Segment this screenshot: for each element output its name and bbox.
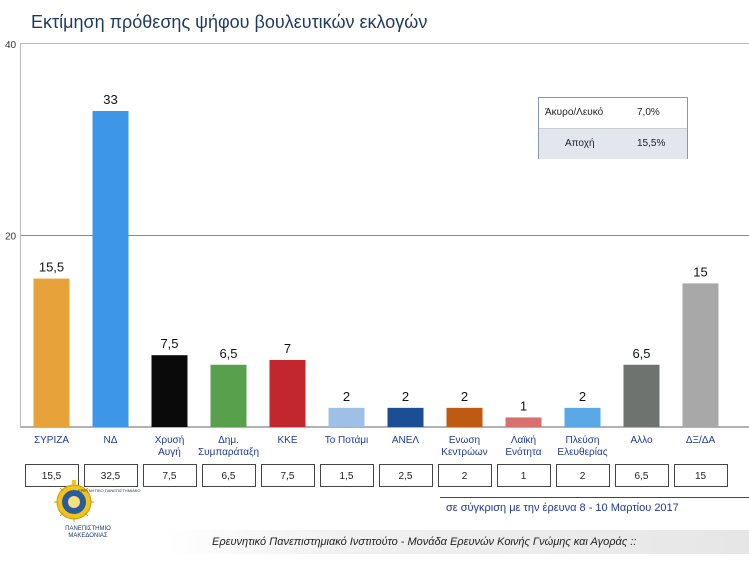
bar [210, 364, 247, 427]
footer-text: Ερευνητικό Πανεπιστημιακό Ινστιτούτο - Μ… [212, 536, 637, 548]
y-tick-label: 20 [5, 232, 17, 243]
category-label: Λαϊκή [511, 434, 536, 446]
info-row-abstention: Αποχή 15,5% [539, 129, 687, 159]
bar [269, 359, 306, 427]
bar [623, 364, 660, 427]
data-label: 6,5 [632, 346, 650, 361]
category-label: ΚΚΕ [277, 435, 297, 446]
data-label: 2 [579, 389, 586, 404]
category-label: Συμπαράταξη [198, 446, 259, 458]
category-label: Αυγή [158, 446, 181, 458]
category-label: Χρυσή [155, 434, 185, 446]
previous-value-box: 2 [437, 464, 492, 487]
category-label: ΔΞ/ΔΑ [686, 435, 716, 446]
footer-bar [165, 530, 749, 554]
bar [564, 407, 601, 427]
data-label: 2 [461, 389, 468, 404]
y-tick-label: 40 [5, 40, 17, 51]
category-label: Πλεύση [566, 434, 600, 446]
bar [387, 407, 424, 427]
previous-value-box: 15 [673, 464, 728, 487]
data-label: 7,5 [160, 336, 178, 351]
chart-title: Εκτίμηση πρόθεσης ψήφου βουλευτικών εκλο… [31, 12, 428, 32]
university-logo [54, 480, 94, 522]
category-label: Κεντρώων [441, 446, 487, 458]
info-table: Άκυρο/Λευκό 7,0% Αποχή 15,5% [538, 97, 688, 159]
previous-value-box: 7,5 [260, 464, 315, 487]
info-value: 7,0% [637, 107, 660, 118]
category-label: Δημ. [218, 435, 239, 446]
info-label: Αποχή [565, 138, 595, 149]
previous-value-box: 1 [496, 464, 551, 487]
previous-value-box: 15,5 [24, 464, 79, 487]
category-label: Αλλο [630, 435, 653, 446]
data-label: 2 [402, 389, 409, 404]
comparison-divider [440, 497, 749, 498]
info-label: Άκυρο/Λευκό [545, 107, 604, 118]
bar [446, 407, 483, 427]
category-label: Ενότητα [505, 446, 541, 458]
data-label: 15,5 [39, 260, 64, 275]
comparison-note: σε σύγκριση με την έρευνα 8 - 10 Μαρτίου… [446, 502, 679, 514]
previous-value-box: 6,5 [614, 464, 669, 487]
category-label: ΣΥΡΙΖΑ [34, 435, 69, 446]
bar [92, 111, 129, 428]
chart-top-border [20, 43, 749, 44]
info-row-invalid-blank: Άκυρο/Λευκό 7,0% [539, 98, 687, 129]
previous-value-box: 32,5 [83, 464, 138, 487]
data-label: 15 [693, 264, 707, 279]
previous-value-box: 2 [555, 464, 610, 487]
data-label: 6,5 [219, 346, 237, 361]
bar [33, 278, 70, 427]
category-label: Ελευθερίας [557, 446, 607, 458]
data-label: 1 [520, 398, 527, 413]
previous-value-box: 1,5 [319, 464, 374, 487]
bar [682, 283, 719, 427]
chart-left-border [20, 43, 21, 428]
logo-text: ΠΑΝΕΠΙΣΤΗΜΙΟ ΜΑΚΕΔΟΝΙΑΣ [65, 526, 111, 539]
data-label: 7 [284, 341, 291, 356]
category-label: Ενωση [449, 435, 480, 446]
info-value: 15,5% [637, 138, 666, 149]
category-label: ΝΔ [104, 435, 118, 446]
category-label: Το Ποτάμι [325, 434, 369, 446]
bar [505, 417, 542, 427]
previous-value-box: 7,5 [142, 464, 197, 487]
bar [151, 355, 188, 427]
data-label: 2 [343, 389, 350, 404]
data-label: 33 [103, 92, 117, 107]
previous-value-box: 2,5 [378, 464, 433, 487]
previous-value-box: 6,5 [201, 464, 256, 487]
logo-small-text: ΕΡΕΥΝΗΤΙΚΟ ΠΑΝΕΠΙΣΤΗΜΙΑΚΟ [78, 488, 141, 493]
category-label: ΑΝΕΛ [392, 435, 420, 446]
bar [328, 407, 365, 427]
